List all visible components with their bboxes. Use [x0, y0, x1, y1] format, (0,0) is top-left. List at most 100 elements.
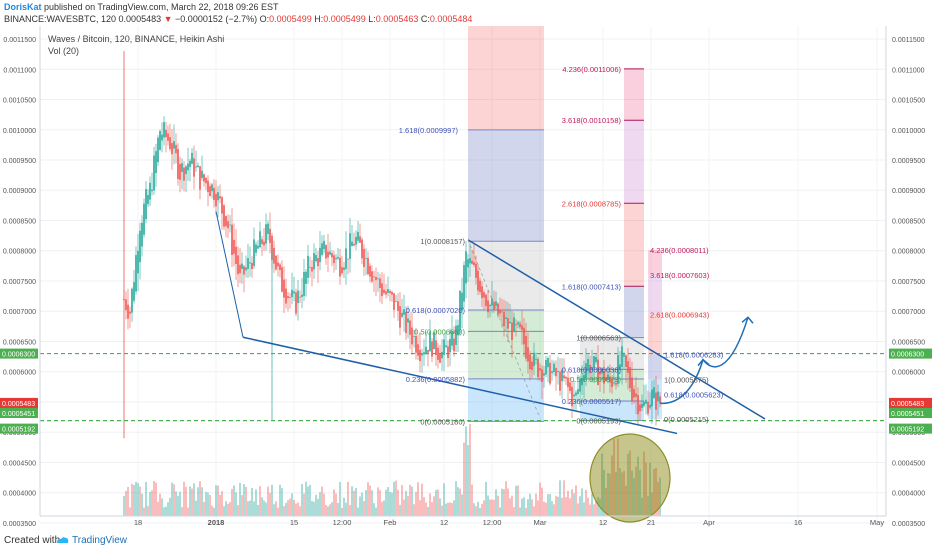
candle-body — [421, 353, 423, 356]
y-tick-label-right: 0.0003500 — [892, 521, 925, 528]
candle-body — [153, 155, 155, 191]
candle-body — [319, 247, 321, 263]
y-tick-label-left: 0.0009000 — [3, 188, 36, 195]
volume-bar — [381, 501, 383, 516]
fib-level-label: 1.618(0.0006283) — [664, 351, 724, 360]
y-tick-label-right: 0.0009500 — [892, 158, 925, 165]
volume-bar — [149, 491, 151, 516]
candle-body — [475, 263, 477, 278]
candle-body — [233, 239, 235, 254]
volume-bar — [321, 486, 323, 516]
candle-body — [335, 257, 337, 260]
volume-bar — [137, 483, 139, 516]
candle-body — [345, 248, 347, 269]
volume-bar — [159, 493, 161, 516]
volume-bar — [181, 507, 183, 516]
volume-bar — [477, 501, 479, 516]
candle-body — [401, 312, 403, 317]
price-label-badge-left — [0, 348, 38, 359]
volume-bar — [251, 488, 253, 516]
candle-body — [295, 292, 297, 314]
volume-bar — [345, 502, 347, 516]
volume-bar — [261, 497, 263, 516]
tradingview-brand[interactable]: TradingView — [72, 535, 128, 546]
candle-body — [583, 374, 585, 382]
volume-bar — [271, 484, 273, 516]
fib-level-label: 2.618(0.0006943) — [650, 311, 710, 320]
candle-body — [461, 292, 463, 311]
volume-bar — [283, 506, 285, 516]
candle-body — [235, 246, 237, 264]
candle-body — [419, 349, 421, 362]
volume-bar — [479, 507, 481, 516]
candle-body — [441, 351, 443, 359]
candle-body — [149, 182, 151, 200]
volume-bar — [487, 495, 489, 516]
price-label-left: 0.0005192 — [2, 427, 35, 434]
fib-level-label: 2.618(0.0008785) — [562, 199, 622, 208]
candle-body — [639, 404, 641, 412]
arrow-head-icon — [741, 316, 754, 324]
author-name[interactable]: DorisKat — [4, 2, 42, 12]
fib-zone-lightblue — [648, 379, 662, 420]
volume-bar — [275, 501, 277, 516]
candle-body — [429, 331, 431, 352]
volume-bar — [451, 503, 453, 516]
candle-body — [205, 177, 207, 184]
volume-bar — [273, 504, 275, 516]
candle-body — [337, 256, 339, 259]
y-tick-label-right: 0.0007500 — [892, 279, 925, 286]
candle-body — [465, 251, 467, 284]
candle-body — [303, 271, 305, 296]
y-tick-label-right: 0.0007000 — [892, 309, 925, 316]
volume-bar — [205, 491, 207, 516]
candle-body — [325, 245, 327, 259]
candle-body — [269, 228, 271, 243]
candle-body — [575, 392, 577, 396]
volume-bar — [455, 481, 457, 516]
candle-body — [535, 358, 537, 360]
candle-body — [573, 394, 575, 397]
volume-bar — [235, 492, 237, 516]
volume-bar — [659, 477, 661, 516]
volume-bar — [343, 497, 345, 516]
volume-bar — [341, 507, 343, 516]
y-tick-label-right: 0.0004000 — [892, 491, 925, 498]
volume-bar — [313, 501, 315, 516]
candle-body — [457, 325, 459, 336]
price-change: −0.0000152 (−2.7%) — [175, 14, 258, 24]
candle-body — [439, 353, 441, 363]
volume-bar — [165, 506, 167, 516]
volume-bar — [433, 496, 435, 516]
price-label-left: 0.0006300 — [2, 352, 35, 359]
candle-body — [509, 321, 511, 324]
candle-body — [471, 260, 473, 264]
volume-bar — [629, 450, 631, 516]
candle-body — [165, 129, 167, 138]
volume-bar — [361, 492, 363, 516]
volume-bar — [237, 505, 239, 516]
candle-body — [499, 309, 501, 314]
price-chart[interactable]: 1.618(0.0009997) 1(0.0008157) 0.618(0.0007… — [0, 26, 932, 530]
volume-bar — [409, 484, 411, 516]
candle-body — [489, 304, 491, 307]
candle-body — [597, 359, 599, 385]
candle-body — [381, 283, 383, 297]
volume-bar — [481, 503, 483, 516]
volume-bar — [561, 497, 563, 516]
y-tick-label-left: 0.0010000 — [3, 128, 36, 135]
candle-body — [213, 187, 215, 201]
candle-body — [327, 251, 329, 258]
candle-body — [601, 368, 603, 374]
candle-body — [637, 395, 639, 415]
candle-body — [365, 257, 367, 259]
volume-bar — [617, 438, 619, 516]
x-tick-label: Mar — [534, 518, 547, 527]
volume-bar — [615, 471, 617, 516]
y-tick-label-left: 0.0006500 — [3, 339, 36, 346]
candle-body — [539, 368, 541, 371]
x-tick-label: May — [870, 518, 884, 527]
volume-bar — [339, 481, 341, 516]
candle-body — [649, 404, 651, 408]
x-tick-label: Apr — [703, 518, 715, 527]
